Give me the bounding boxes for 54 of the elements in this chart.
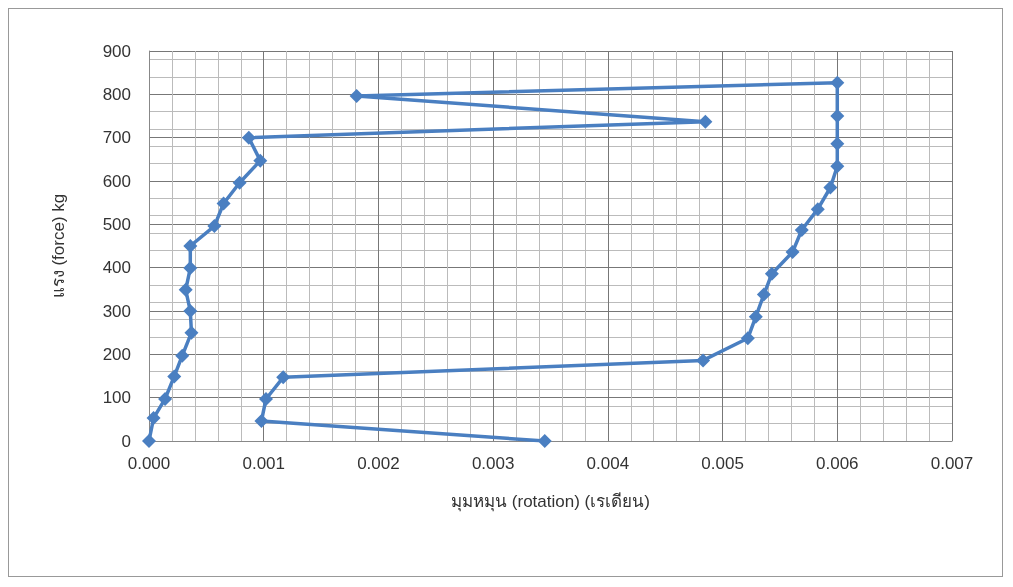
point	[698, 114, 713, 129]
point	[207, 219, 222, 234]
point	[748, 309, 763, 324]
y-tick-label: 300	[102, 301, 131, 321]
point	[183, 239, 198, 253]
y-tick-label: 700	[102, 128, 131, 148]
point	[830, 75, 845, 90]
point	[830, 159, 845, 174]
y-tick-label: 0	[121, 431, 131, 451]
point	[537, 434, 552, 448]
point	[216, 196, 231, 211]
x-tick-label: 0.007	[930, 454, 974, 473]
x-axis-title: มุมหมุน (rotation) (เรเดียน)	[451, 492, 650, 512]
x-tick-label: 0.000	[127, 454, 171, 473]
y-tick-label: 100	[102, 388, 131, 408]
point	[167, 369, 182, 384]
point	[232, 175, 247, 190]
point	[740, 331, 755, 346]
y-axis-title: แรง (force) kg	[49, 193, 68, 299]
point	[241, 130, 256, 145]
point	[158, 391, 173, 406]
x-tick-label: 0.001	[242, 454, 285, 473]
x-tick-label: 0.003	[471, 454, 515, 473]
y-tick-label: 200	[102, 344, 131, 364]
point	[756, 287, 771, 302]
y-tick-label: 600	[102, 171, 131, 191]
point	[276, 370, 291, 385]
x-tick-label: 0.006	[816, 454, 859, 473]
point	[696, 353, 711, 368]
point	[146, 411, 161, 426]
point	[785, 245, 800, 260]
point	[830, 136, 845, 151]
point	[183, 261, 198, 276]
x-tick-label: 0.005	[701, 454, 744, 473]
point	[183, 304, 198, 318]
point	[823, 180, 838, 195]
y-tick-label: 800	[102, 84, 131, 104]
y-tick-label: 500	[102, 214, 131, 234]
point	[810, 202, 825, 217]
y-tick-label: 400	[102, 258, 131, 278]
point	[142, 434, 156, 448]
point	[253, 153, 268, 168]
point	[349, 89, 364, 104]
point	[764, 266, 779, 281]
point	[830, 109, 845, 123]
point	[254, 414, 269, 429]
x-tick-label: 0.004	[586, 454, 630, 473]
point	[175, 348, 190, 363]
point	[184, 325, 199, 340]
x-tick-label: 0.002	[357, 454, 400, 473]
point	[794, 222, 809, 237]
point	[259, 391, 274, 406]
y-tick-label: 900	[102, 41, 131, 61]
point	[178, 282, 193, 297]
